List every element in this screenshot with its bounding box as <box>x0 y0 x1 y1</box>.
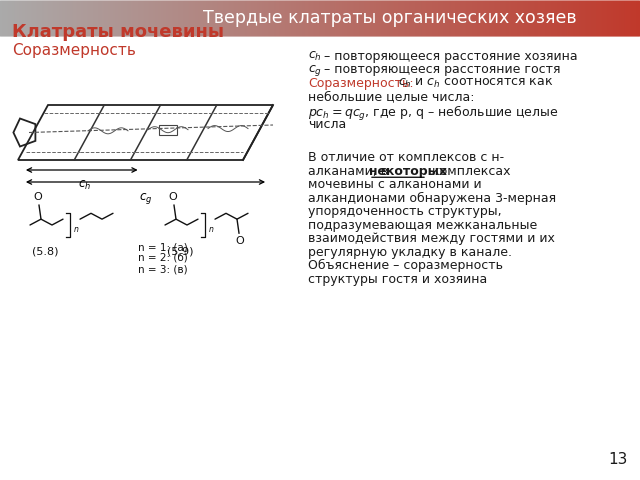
Text: Соразмерность: Соразмерность <box>12 43 136 58</box>
Text: (5.9): (5.9) <box>167 247 193 257</box>
Text: O: O <box>34 192 42 202</box>
Text: n = 1: (а): n = 1: (а) <box>138 242 188 252</box>
Text: $c_g$: $c_g$ <box>139 191 152 206</box>
Text: упорядоченность структуры,: упорядоченность структуры, <box>308 205 502 218</box>
Text: (5.8): (5.8) <box>32 247 58 257</box>
Text: числа: числа <box>308 118 346 131</box>
Text: небольшие целые числа:: небольшие целые числа: <box>308 91 474 104</box>
Text: $c_h$ и $c_h$ соотносятся как: $c_h$ и $c_h$ соотносятся как <box>398 77 554 90</box>
Text: Соразмерность:: Соразмерность: <box>308 77 413 90</box>
Text: Объяснение – соразмерность: Объяснение – соразмерность <box>308 259 503 272</box>
Text: алканами, в: алканами, в <box>308 165 392 178</box>
Text: некоторых: некоторых <box>369 165 447 178</box>
Text: n = 2: (б): n = 2: (б) <box>138 253 188 263</box>
Text: 13: 13 <box>608 453 628 468</box>
Text: $c_h$: $c_h$ <box>77 179 91 192</box>
Text: $_n$: $_n$ <box>73 225 79 235</box>
Text: $_n$: $_n$ <box>208 225 214 235</box>
Text: n = 3: (в): n = 3: (в) <box>138 264 188 274</box>
Text: подразумевающая межканальные: подразумевающая межканальные <box>308 219 537 232</box>
Text: комплексах: комплексах <box>428 165 511 178</box>
Text: В отличие от комплексов с н-: В отличие от комплексов с н- <box>308 151 504 164</box>
Text: – повторяющееся расстояние хозяина: – повторяющееся расстояние хозяина <box>324 50 578 63</box>
Text: $c_g$: $c_g$ <box>308 63 322 79</box>
Text: мочевины с алканонами и: мочевины с алканонами и <box>308 178 482 191</box>
Text: Клатраты мочевины: Клатраты мочевины <box>12 23 224 41</box>
Text: O: O <box>236 236 244 246</box>
Text: Твердые клатраты органических хозяев: Твердые клатраты органических хозяев <box>203 9 577 27</box>
Text: регулярную укладку в канале.: регулярную укладку в канале. <box>308 246 512 259</box>
Text: – повторяющееся расстояние гостя: – повторяющееся расстояние гостя <box>324 63 561 76</box>
Text: $pc_h = qc_g$, где p, q – небольшие целые: $pc_h = qc_g$, где p, q – небольшие целы… <box>308 104 559 123</box>
Text: взаимодействия между гостями и их: взаимодействия между гостями и их <box>308 232 555 245</box>
Text: $c_h$: $c_h$ <box>308 50 322 63</box>
Text: алкандионами обнаружена 3-мерная: алкандионами обнаружена 3-мерная <box>308 192 556 205</box>
Text: O: O <box>168 192 177 202</box>
Text: структуры гостя и хозяина: структуры гостя и хозяина <box>308 273 487 286</box>
